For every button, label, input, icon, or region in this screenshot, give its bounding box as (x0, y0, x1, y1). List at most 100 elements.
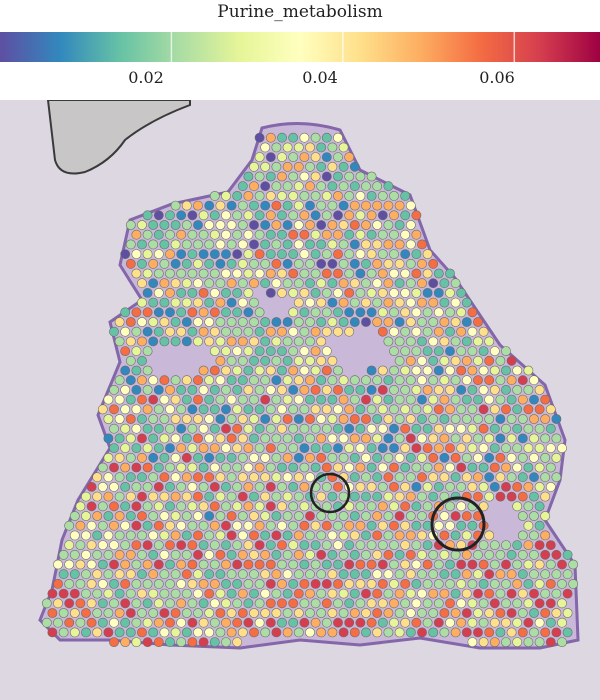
spot (288, 307, 299, 318)
spot (232, 559, 243, 570)
spot (103, 394, 114, 405)
spot (137, 530, 147, 541)
spot (58, 588, 69, 599)
spot (377, 326, 388, 337)
spot (305, 258, 315, 269)
spot (327, 220, 338, 230)
spot (64, 617, 75, 628)
spot (176, 384, 187, 395)
spot (187, 540, 198, 550)
spot (265, 559, 276, 570)
spot (254, 249, 265, 259)
spot (243, 210, 254, 221)
spot (383, 239, 394, 250)
spot (445, 268, 455, 279)
spot (557, 443, 567, 453)
spot (271, 181, 282, 192)
spot (411, 617, 422, 628)
spot (69, 549, 80, 560)
spot (103, 414, 114, 424)
spot (181, 317, 192, 327)
spot (417, 278, 427, 289)
spot (187, 501, 198, 512)
spot (327, 258, 338, 269)
spot (254, 268, 265, 279)
spot (237, 200, 248, 211)
spot (64, 520, 75, 531)
spot (114, 530, 125, 541)
spot (226, 414, 237, 424)
spot (153, 210, 164, 221)
spot (265, 191, 276, 201)
spot (249, 530, 259, 541)
spot (282, 181, 293, 192)
spot (232, 307, 243, 318)
spot (316, 278, 327, 289)
spot (271, 549, 282, 560)
spot (260, 375, 271, 386)
spot (372, 569, 383, 580)
spot (338, 161, 349, 172)
spot (361, 491, 371, 502)
spot (142, 346, 153, 356)
spot (265, 249, 276, 259)
spot (400, 249, 411, 259)
spot (428, 549, 439, 560)
spot (232, 481, 243, 492)
spot (181, 336, 192, 347)
spot (137, 336, 147, 347)
spot (467, 384, 478, 395)
spot (181, 239, 192, 250)
spot (456, 559, 467, 570)
spot (316, 355, 327, 366)
spot (159, 375, 170, 386)
spot (165, 287, 175, 298)
spot (204, 258, 215, 269)
spot (321, 578, 332, 589)
tissue-image-panel (0, 100, 600, 700)
spot (165, 443, 175, 453)
spot (221, 191, 231, 201)
spot (131, 268, 142, 279)
spot (120, 384, 131, 395)
spot (422, 268, 433, 279)
spot (237, 239, 248, 250)
spot (506, 627, 517, 638)
spot (221, 423, 231, 434)
spot (501, 365, 511, 376)
spot (243, 249, 254, 259)
spot (321, 384, 332, 395)
spot (103, 530, 114, 541)
spot (142, 637, 153, 647)
spot (114, 627, 125, 638)
spot (305, 433, 315, 444)
spot (517, 375, 528, 386)
spot (545, 423, 556, 434)
spot (333, 229, 343, 240)
spot (389, 501, 399, 512)
spot (198, 443, 209, 453)
spot (125, 491, 136, 502)
spot (271, 452, 282, 463)
spot (243, 520, 254, 531)
spot (316, 414, 327, 424)
spot (299, 132, 310, 143)
spot (204, 452, 215, 463)
spot (226, 452, 237, 463)
spot (333, 598, 343, 609)
spot (153, 617, 164, 628)
spot (361, 608, 371, 618)
spot (349, 297, 360, 308)
spot (137, 511, 147, 521)
spot (131, 229, 142, 240)
spot (523, 462, 534, 473)
spot (366, 481, 377, 492)
spot (344, 598, 355, 609)
spot (265, 443, 276, 453)
spot (316, 142, 327, 153)
spot (170, 278, 181, 289)
spot (103, 588, 114, 599)
spot (142, 249, 153, 259)
spot (389, 346, 399, 356)
spot (131, 326, 142, 337)
